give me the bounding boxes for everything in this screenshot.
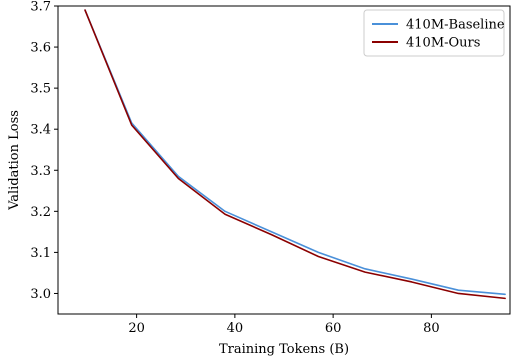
- plot-area: [84, 9, 506, 300]
- y-tick-label: 3.7: [30, 0, 51, 15]
- legend-box: [363, 9, 505, 57]
- y-tick-label: 3.2: [30, 205, 51, 220]
- x-tick-label: 80: [423, 321, 440, 336]
- series-line-2: [84, 9, 506, 300]
- series-line-1: [84, 9, 506, 296]
- y-tick-label: 3.3: [30, 164, 51, 179]
- y-tick-label: 3.0: [30, 287, 51, 302]
- x-axis-label: Training Tokens (B): [219, 342, 349, 357]
- legend-label-2: 410M-Ours: [406, 36, 480, 51]
- x-tick-label: 60: [325, 321, 342, 336]
- axes-frame: [57, 5, 511, 315]
- legend: 410M-Baseline 410M-Ours: [363, 9, 505, 57]
- y-axis-label: Validation Loss: [7, 110, 22, 211]
- y-tick-label: 3.6: [30, 41, 51, 56]
- x-tick-label: 20: [128, 321, 145, 336]
- y-tick-label: 3.5: [30, 82, 51, 97]
- y-tick-label: 3.4: [30, 123, 51, 138]
- x-tick-label: 40: [227, 321, 244, 336]
- legend-label-1: 410M-Baseline: [406, 18, 505, 33]
- y-tick-label: 3.1: [30, 246, 51, 261]
- axes: 20 40 60 80 3.0 3.1 3.2 3.3 3.4 3.5 3.6 3.7: [30, 0, 511, 336]
